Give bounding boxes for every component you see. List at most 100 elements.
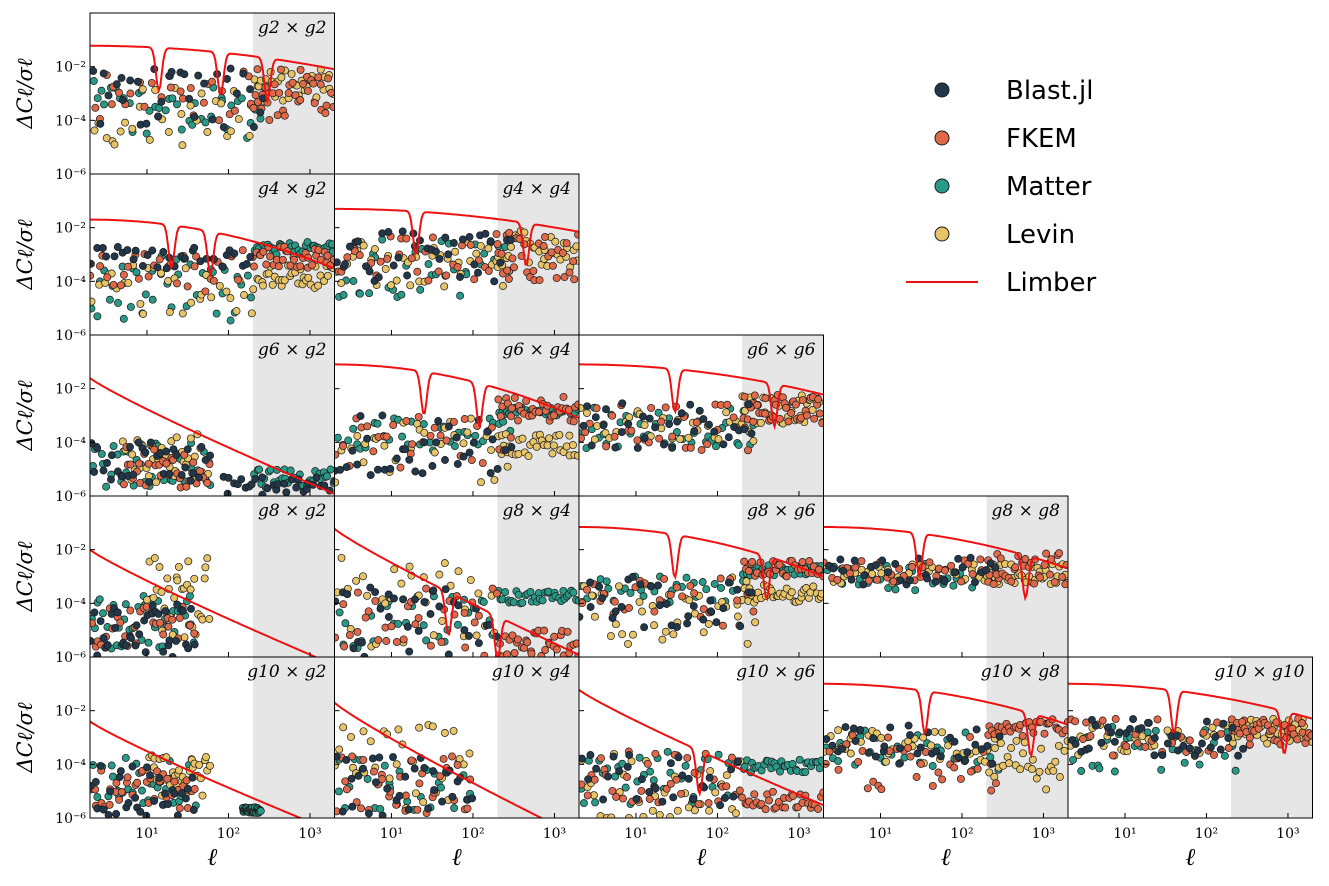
blast-point	[599, 795, 608, 804]
fkem-point	[814, 395, 823, 404]
levin-point	[562, 442, 571, 451]
blast-point	[141, 448, 150, 457]
fkem-point	[733, 596, 742, 605]
matter-point	[437, 783, 445, 792]
fkem-point	[208, 77, 216, 86]
fkem-point	[643, 759, 652, 768]
levin-point	[110, 140, 119, 149]
fkem-point	[912, 773, 921, 781]
fkem-point	[442, 436, 451, 445]
blast-point	[880, 742, 889, 751]
matter-point	[591, 798, 600, 807]
fkem-point	[322, 101, 331, 110]
matter-point	[1231, 766, 1240, 775]
levin-point	[1019, 749, 1027, 758]
fkem-point	[660, 574, 669, 583]
matter-point	[682, 573, 691, 582]
blast-point	[143, 251, 152, 260]
y-tick-label: 10⁻⁴	[55, 274, 86, 290]
fkem-point	[535, 407, 543, 416]
levin-point	[706, 767, 715, 776]
matter-point	[1220, 751, 1229, 760]
fkem-point	[107, 100, 116, 109]
levin-point	[474, 589, 483, 598]
limber-line	[90, 218, 335, 278]
blast-point	[432, 438, 441, 447]
limber-line	[90, 548, 319, 657]
levin-point	[155, 563, 164, 571]
blast-point	[172, 636, 180, 645]
blast-point	[384, 590, 393, 599]
fkem-point	[744, 446, 752, 455]
blast-point	[1097, 738, 1106, 747]
blast-point	[460, 626, 469, 635]
levin-point	[661, 627, 670, 636]
plot-area	[334, 701, 544, 818]
matter-point	[363, 775, 372, 783]
fkem-point	[560, 273, 569, 282]
blast-point	[706, 607, 715, 616]
fkem-point	[608, 786, 617, 795]
fkem-point	[744, 567, 753, 575]
fkem-point	[435, 772, 444, 781]
blast-point	[411, 467, 420, 476]
levin-point	[499, 282, 507, 290]
blast-point	[414, 626, 423, 635]
blast-point	[699, 415, 708, 424]
fkem-point	[494, 395, 503, 404]
levin-point	[650, 621, 659, 630]
blast-point	[188, 773, 197, 782]
blast-point	[729, 792, 738, 801]
matter-point	[349, 424, 358, 433]
fkem-point	[823, 759, 830, 768]
fkem-point	[1122, 742, 1131, 751]
blast-point	[724, 578, 733, 587]
matter-point	[144, 638, 153, 647]
legend-item-fkem: FKEM	[934, 124, 1077, 154]
blast-point	[224, 473, 233, 482]
fkem-point	[147, 78, 156, 87]
blast-point	[146, 771, 154, 780]
fkem-point	[505, 228, 514, 237]
matter-point	[681, 761, 690, 770]
legend-label: Limber	[1006, 268, 1097, 298]
fkem-point	[782, 572, 791, 581]
blast-point	[282, 488, 291, 496]
blast-point	[624, 419, 633, 428]
blast-point	[258, 490, 267, 496]
blast-point	[312, 473, 321, 482]
fkem-point	[434, 267, 443, 276]
matter-point	[509, 598, 518, 607]
matter-point	[602, 577, 611, 586]
blast-point	[1174, 746, 1182, 755]
fkem-point	[541, 233, 549, 242]
blast-point	[587, 441, 596, 450]
matter-point	[801, 768, 810, 777]
panel-g10xg6: g10 × g6 10¹ 10² 10³ ℓ	[578, 656, 824, 871]
fkem-point	[810, 414, 819, 423]
matter-point	[702, 585, 711, 594]
fkem-point	[873, 575, 882, 584]
blast-point	[258, 473, 267, 482]
legend-item-limber: Limber	[906, 268, 1097, 298]
matter-point	[654, 408, 663, 417]
blast-point	[186, 476, 195, 485]
blast-point	[365, 267, 374, 276]
blast-point	[363, 434, 372, 443]
blast-point	[206, 451, 215, 460]
blast-point	[441, 456, 449, 464]
levin-point	[1263, 739, 1272, 748]
fkem-point	[1098, 716, 1107, 725]
blast-point	[640, 434, 649, 443]
fkem-point	[973, 764, 982, 773]
fkem-point	[1153, 715, 1162, 724]
levin-point	[673, 806, 682, 815]
levin-point	[1005, 759, 1014, 768]
fkem-point	[650, 607, 659, 616]
matter-point	[471, 431, 480, 440]
plot-area	[90, 548, 319, 657]
matter-point	[380, 761, 389, 770]
levin-point	[268, 280, 277, 289]
fkem-point	[1042, 549, 1051, 558]
fkem-point	[190, 262, 199, 271]
